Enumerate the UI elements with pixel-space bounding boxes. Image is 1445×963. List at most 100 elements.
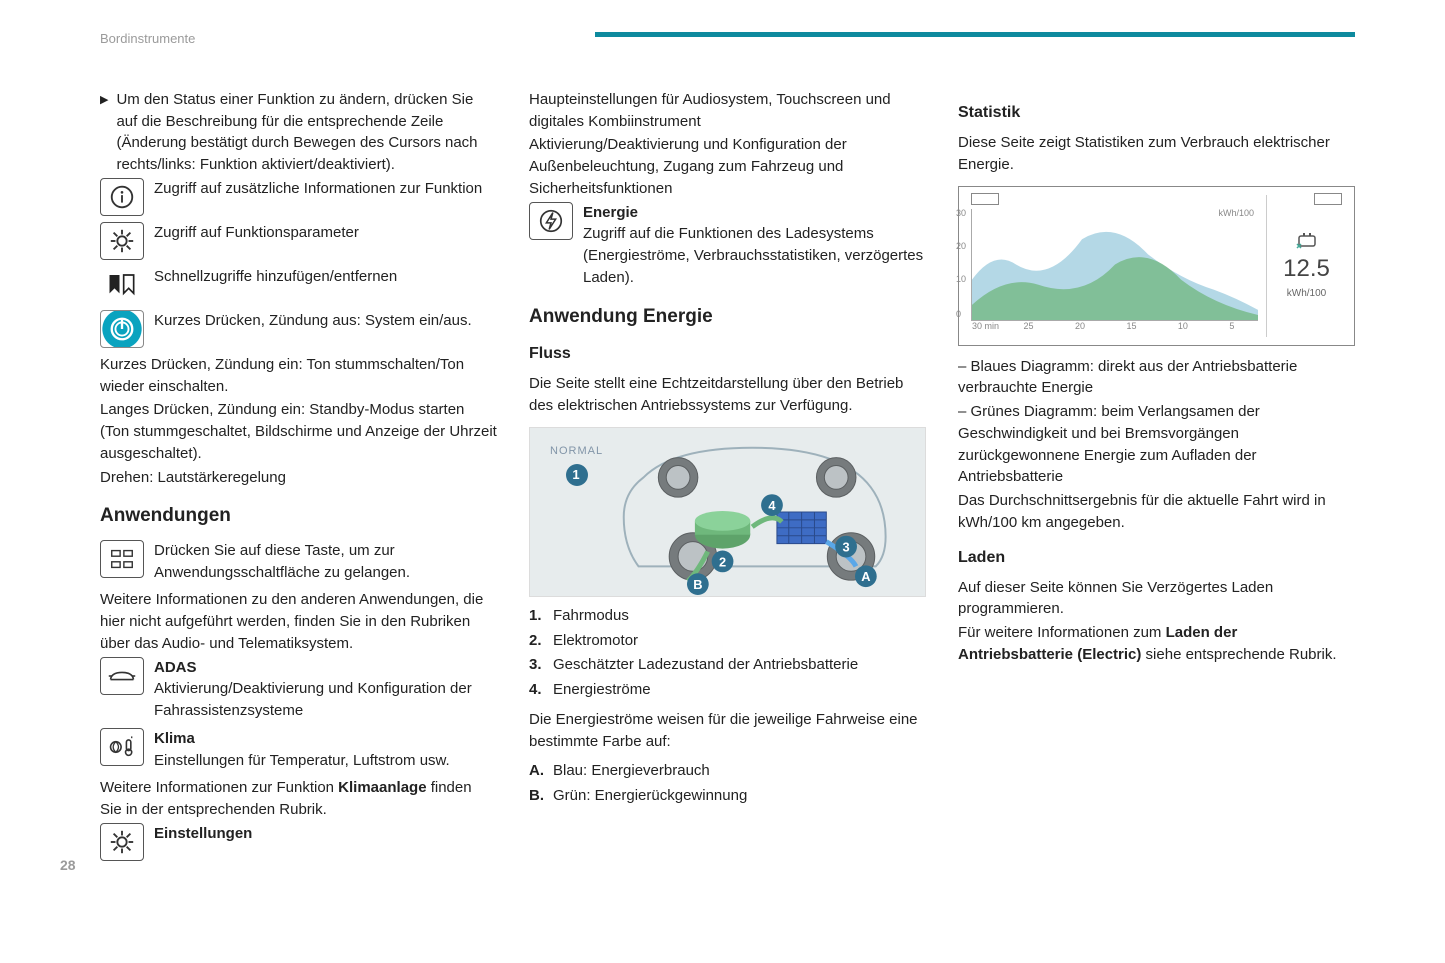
energy-row: Energie Zugriff auf die Funktionen des L… [529,202,926,289]
legend-blue: – Blaues Diagramm: direkt aus der Antrie… [958,356,1355,400]
readout-value: 12.5 [1267,252,1346,287]
power-icon [100,310,144,348]
bookmark-icon [100,266,144,304]
intro-bullet: ▶ Um den Status einer Funktion zu ändern… [100,89,497,176]
li-num: 4. [529,679,553,701]
triangle-icon: ▶ [100,93,108,109]
li-text: Grün: Energierückgewinnung [553,785,747,807]
bookmark-row: Schnellzugriffe hinzufügen/entfernen [100,266,497,304]
column-1: ▶ Um den Status einer Funktion zu ändern… [100,89,497,867]
ytick: 20 [956,240,966,253]
svg-text:3: 3 [843,539,850,554]
chart-tab-right [1314,193,1342,205]
power-row: Kurzes Drücken, Zündung aus: System ein/… [100,310,497,348]
power-text: Kurzes Drücken, Zündung aus: System ein/… [154,310,472,332]
laden-heading: Laden [958,546,1355,569]
adas-title: ADAS [154,659,197,676]
bookmark-text: Schnellzugriffe hinzufügen/entfernen [154,266,397,288]
laden-p2b: siehe entsprechende Rubrik. [1141,646,1336,663]
klima-row: Klima Einstellungen für Temperatur, Luft… [100,728,497,772]
laden-p2a: Für weitere Informationen zum [958,624,1166,641]
ytick: 10 [956,273,966,286]
settings-title: Einstellungen [154,825,252,842]
li-num: 1. [529,605,553,627]
diagram-legend-list: 1.Fahrmodus 2.Elektromotor 3.Geschätzter… [529,605,926,701]
col2-p2: Aktivierung/Deaktivierung und Konfigurat… [529,134,926,199]
klima-more: Weitere Informationen zur Funktion Klima… [100,777,497,821]
chart-unit-label: kWh/100 [1218,207,1254,220]
battery-charge-icon [1295,230,1319,250]
svg-text:B: B [693,577,702,592]
ytick: 30 [956,207,966,220]
header-accent-bar [595,32,1355,37]
li-text: Elektromotor [553,630,638,652]
xtick: 15 [1126,320,1136,333]
svg-text:2: 2 [719,554,726,569]
app-energy-heading: Anwendung Energie [529,303,926,331]
chart-plot: 0 10 20 30 30 min 25 20 15 10 5 kWh/100 [971,209,1258,321]
li-num: 2. [529,630,553,652]
settings-row: Einstellungen [100,823,497,861]
gear-icon [100,222,144,260]
list-item: A.Blau: Energieverbrauch [529,760,926,782]
col2-p1: Haupteinstellungen für Audiosystem, Touc… [529,89,926,133]
li-num: A. [529,760,553,782]
info-text: Zugriff auf zusätzliche Informationen zu… [154,178,482,200]
list-item: 3.Geschätzter Ladezustand der Antriebsba… [529,654,926,676]
bolt-icon [529,202,573,240]
column-2: Haupteinstellungen für Audiosystem, Touc… [529,89,926,867]
page-number: 28 [60,855,76,875]
chart-tab-left [971,193,999,205]
flow-colors-intro: Die Energieströme weisen für die jeweili… [529,709,926,753]
apps-heading: Anwendungen [100,502,497,530]
statistics-chart: 0 10 20 30 30 min 25 20 15 10 5 kWh/100 … [958,186,1355,346]
column-3: Statistik Diese Seite zeigt Statistiken … [958,89,1355,867]
klima-more-a: Weitere Informationen zur Funktion [100,779,338,796]
apps-more: Weitere Informationen zu den anderen Anw… [100,589,497,654]
car-icon [100,657,144,695]
list-item: 2.Elektromotor [529,630,926,652]
climate-icon [100,728,144,766]
avg-text: Das Durchschnittsergebnis für die aktuel… [958,490,1355,534]
readout-unit: kWh/100 [1267,287,1346,302]
xtick: 5 [1229,320,1234,333]
xtick: 10 [1178,320,1188,333]
info-icon [100,178,144,216]
energy-block: Energie Zugriff auf die Funktionen des L… [583,202,926,289]
klima-text: Einstellungen für Temperatur, Luftstrom … [154,752,450,769]
col1-p1: Kurzes Drücken, Zündung ein: Ton stummsc… [100,354,497,398]
energy-title: Energie [583,204,638,221]
fluss-text: Die Seite stellt eine Echtzeitdarstellun… [529,373,926,417]
col1-p2: Langes Drücken, Zündung ein: Standby-Mod… [100,399,497,464]
li-num: B. [529,785,553,807]
chart-readout: 12.5 kWh/100 [1266,195,1346,337]
content-columns: ▶ Um den Status einer Funktion zu ändern… [100,89,1355,867]
li-text: Geschätzter Ladezustand der Antriebsbatt… [553,654,858,676]
list-item: 4.Energieströme [529,679,926,701]
klima-block: Klima Einstellungen für Temperatur, Luft… [154,728,450,772]
li-text: Energieströme [553,679,651,701]
svg-text:A: A [861,569,870,584]
stat-heading: Statistik [958,101,1355,124]
legend-green: – Grünes Diagramm: beim Verlangsamen der… [958,401,1355,488]
settings-gear-icon [100,823,144,861]
adas-block: ADAS Aktivierung/Deaktivierung und Konfi… [154,657,497,722]
gear-text: Zugriff auf Funktionsparameter [154,222,359,244]
laden-p1: Auf dieser Seite können Sie Verzögertes … [958,577,1355,621]
klima-title: Klima [154,730,195,747]
apps-text: Drücken Sie auf diese Taste, um zur Anwe… [154,540,497,584]
color-legend-list: A.Blau: Energieverbrauch B.Grün: Energie… [529,760,926,807]
intro-text: Um den Status einer Funktion zu ändern, … [116,89,497,176]
info-row: Zugriff auf zusätzliche Informationen zu… [100,178,497,216]
xtick: 20 [1075,320,1085,333]
li-text: Blau: Energieverbrauch [553,760,710,782]
settings-block: Einstellungen [154,823,252,845]
svg-text:4: 4 [768,498,776,513]
xtick: 30 min [972,320,999,333]
li-text: Fahrmodus [553,605,629,627]
klima-more-bold: Klimaanlage [338,779,426,796]
li-num: 3. [529,654,553,676]
ytick: 0 [956,308,961,321]
list-item: 1.Fahrmodus [529,605,926,627]
col1-p3: Drehen: Lautstärkeregelung [100,467,497,489]
